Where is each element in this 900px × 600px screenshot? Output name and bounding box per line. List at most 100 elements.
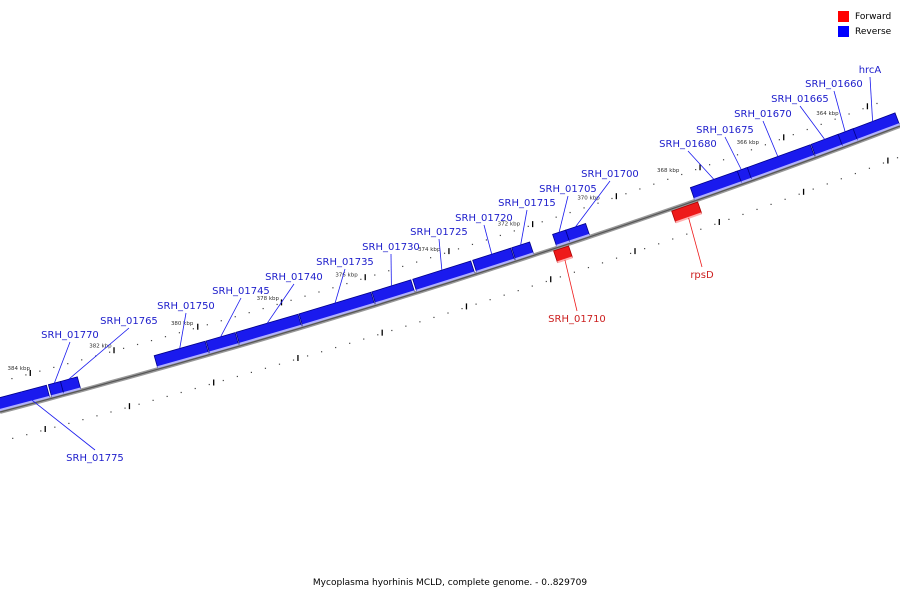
tick-label: 384 kbp bbox=[8, 366, 31, 372]
minor-tick-upper bbox=[11, 377, 13, 380]
gene-srh-01750-highlight bbox=[157, 351, 209, 369]
minor-tick-lower bbox=[405, 325, 407, 327]
gene-hrca-highlight bbox=[853, 123, 900, 143]
minor-tick-lower bbox=[517, 290, 519, 292]
gene-srh-01700-highlight bbox=[569, 233, 590, 243]
leader-srh-01675 bbox=[724, 136, 742, 170]
minor-tick-lower bbox=[377, 334, 379, 336]
gene-label-hrca: hrcA bbox=[859, 65, 882, 76]
minor-tick-lower bbox=[615, 257, 618, 259]
legend-reverse-label: Reverse bbox=[855, 26, 892, 37]
minor-tick-lower bbox=[672, 238, 674, 240]
minor-tick-lower bbox=[306, 355, 309, 357]
gene-srh-01680-highlight bbox=[694, 181, 742, 200]
gene-label-srh-01710: SRH_01710 bbox=[548, 314, 606, 325]
tick-label: 382 kbp bbox=[89, 344, 112, 350]
minor-tick-upper bbox=[625, 193, 627, 195]
leader-srh-01710 bbox=[564, 259, 578, 312]
minor-tick-upper bbox=[583, 207, 585, 209]
leader-srh-01725 bbox=[438, 238, 443, 271]
leader-srh-01670 bbox=[762, 120, 779, 157]
legend-forward: Forward bbox=[838, 9, 891, 24]
minor-tick-upper bbox=[862, 108, 864, 110]
minor-tick-lower bbox=[882, 162, 885, 164]
minor-tick-lower bbox=[250, 371, 252, 374]
leader-srh-01665 bbox=[799, 105, 825, 140]
gene-srh-01765-highlight bbox=[63, 387, 81, 395]
minor-tick-lower bbox=[714, 223, 716, 225]
leader-srh-01770 bbox=[53, 341, 71, 384]
minor-tick-upper bbox=[39, 370, 41, 372]
minor-tick-upper bbox=[234, 316, 236, 318]
minor-tick-lower bbox=[545, 280, 547, 283]
minor-tick-upper bbox=[876, 102, 878, 105]
minor-tick-lower bbox=[236, 375, 238, 378]
gene-srh-01710-highlight bbox=[557, 256, 573, 264]
map-title: Mycoplasma hyorhinis MCLD, complete geno… bbox=[312, 578, 588, 588]
minor-tick-lower bbox=[391, 329, 393, 332]
minor-tick-lower bbox=[700, 228, 702, 230]
minor-tick-upper bbox=[304, 295, 306, 297]
tick-label: 378 kbp bbox=[257, 296, 280, 302]
minor-tick-lower bbox=[349, 342, 351, 344]
minor-tick-lower bbox=[756, 208, 758, 211]
minor-tick-lower bbox=[770, 203, 772, 205]
minor-tick-upper bbox=[848, 113, 850, 115]
minor-tick-upper bbox=[778, 139, 780, 141]
minor-tick-lower bbox=[26, 434, 28, 436]
minor-tick-lower bbox=[826, 183, 828, 185]
legend-forward-label: Forward bbox=[855, 11, 892, 22]
gene-label-srh-01670: SRH_01670 bbox=[734, 109, 792, 120]
minor-tick-upper bbox=[192, 328, 194, 330]
minor-tick-upper bbox=[485, 239, 488, 241]
minor-tick-upper bbox=[541, 221, 543, 223]
minor-tick-upper bbox=[736, 154, 739, 156]
minor-tick-upper bbox=[681, 173, 683, 176]
minor-tick-upper bbox=[471, 243, 474, 246]
leader-srh-01745 bbox=[220, 297, 242, 337]
minor-tick-upper bbox=[597, 202, 599, 204]
minor-tick-lower bbox=[208, 383, 210, 386]
gene-label-srh-01740: SRH_01740 bbox=[265, 272, 323, 283]
gene-srh-01725-highlight bbox=[416, 271, 475, 292]
minor-tick-lower bbox=[96, 415, 98, 417]
minor-tick-upper bbox=[276, 303, 278, 306]
gene-label-srh-01660: SRH_01660 bbox=[805, 79, 863, 90]
leader-srh-01750 bbox=[179, 312, 187, 349]
minor-tick-upper bbox=[164, 336, 167, 338]
gene-srh-01745-highlight bbox=[209, 343, 239, 354]
minor-tick-upper bbox=[53, 366, 55, 369]
gene-srh-01775-highlight bbox=[0, 395, 50, 411]
gene-srh-01730-highlight bbox=[375, 290, 415, 305]
gene-srh-01660-highlight bbox=[840, 139, 858, 147]
minor-tick-upper bbox=[360, 278, 362, 280]
minor-tick-upper bbox=[122, 347, 125, 349]
minor-tick-lower bbox=[868, 167, 871, 169]
minor-tick-lower bbox=[475, 303, 477, 305]
minor-tick-lower bbox=[222, 379, 224, 382]
minor-tick-lower bbox=[629, 252, 632, 255]
minor-tick-lower bbox=[658, 243, 660, 245]
minor-tick-lower bbox=[82, 419, 84, 421]
minor-tick-upper bbox=[569, 211, 571, 214]
minor-tick-upper bbox=[416, 261, 418, 263]
gene-label-rpsd: rpsD bbox=[690, 270, 714, 281]
minor-tick-upper bbox=[806, 128, 808, 131]
leader-srh-01700 bbox=[575, 180, 611, 228]
minor-tick-upper bbox=[722, 159, 725, 161]
leader-srh-01775 bbox=[21, 391, 96, 451]
tick-label: 374 kbp bbox=[418, 247, 441, 253]
minor-tick-lower bbox=[503, 294, 505, 296]
backbone-core bbox=[0, 125, 900, 413]
minor-tick-upper bbox=[318, 291, 320, 293]
minor-tick-upper bbox=[667, 178, 669, 180]
gene-srh-01740-highlight bbox=[239, 324, 302, 345]
minor-tick-lower bbox=[335, 346, 337, 349]
tick-label: 376 kbp bbox=[335, 273, 358, 279]
minor-tick-lower bbox=[433, 316, 435, 319]
minor-tick-upper bbox=[653, 183, 655, 185]
minor-tick-lower bbox=[601, 262, 604, 264]
minor-tick-lower bbox=[138, 403, 140, 405]
minor-tick-lower bbox=[587, 266, 590, 269]
